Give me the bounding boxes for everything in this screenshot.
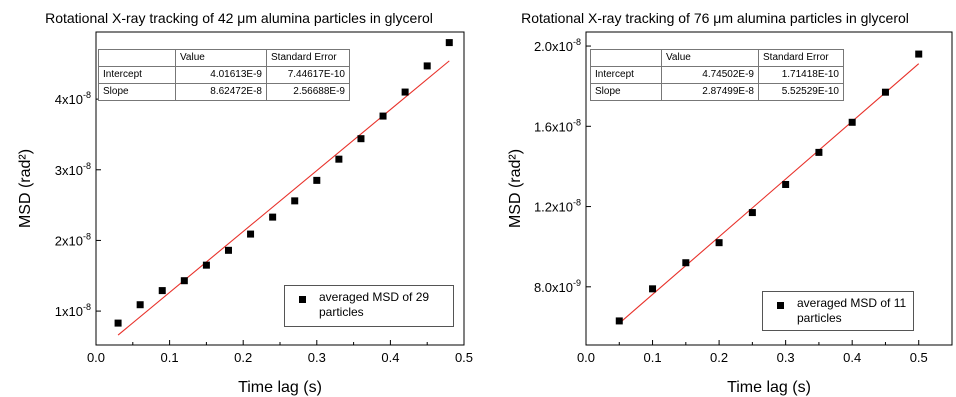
x-tick-label: 0.1 — [161, 350, 179, 365]
data-point — [202, 261, 210, 269]
data-point — [848, 118, 856, 126]
data-point — [748, 209, 756, 217]
y-axis-label: MSD (rad²) — [507, 149, 524, 228]
data-point — [682, 259, 690, 267]
data-point — [313, 176, 321, 184]
x-tick-label: 0.2 — [234, 350, 252, 365]
x-tick-label: 0.4 — [843, 350, 861, 365]
legend-label: averaged MSD of 29 particles — [319, 290, 430, 319]
y-tick-label: 4x10-8 — [55, 90, 91, 107]
x-tick-label: 0.4 — [381, 350, 399, 365]
y-tick-label: 2x10-8 — [55, 231, 91, 248]
scatter-plot-left: 0.0 0.1 0.2 0.3 0.4 0.5 1x10-8 2x10-8 3x10-8 4x10… — [17, 31, 473, 396]
data-point — [423, 62, 431, 70]
x-tick-label: 0.1 — [644, 350, 662, 365]
fit-table-value: 4.74502E-9 — [661, 66, 759, 84]
x-tick-label: 0.3 — [777, 350, 795, 365]
data-point — [715, 239, 723, 247]
plot-frame — [585, 31, 953, 346]
legend-marker-square — [777, 302, 784, 309]
fit-table-header-value: Value — [661, 49, 759, 67]
fit-table-row-intercept: Intercept 4.74502E-9 1.71418E-10 — [590, 66, 844, 84]
y-tick-label: 2.0x10-8 — [534, 37, 581, 54]
data-point — [247, 230, 255, 238]
fit-table-label: Intercept — [98, 66, 176, 84]
fit-table-stderr: 1.71418E-10 — [758, 66, 844, 84]
data-point — [224, 246, 232, 254]
fit-table-header-row: Value Standard Error — [98, 49, 350, 67]
fit-table-value: 2.87499E-8 — [661, 83, 759, 101]
x-tick-label: 0.3 — [308, 350, 326, 365]
x-axis-label: Time lag (s) — [238, 379, 322, 396]
data-point — [915, 50, 923, 58]
fit-table-label: Intercept — [590, 66, 662, 84]
x-tick-label: 0.0 — [577, 350, 595, 365]
chart-panel-left: Rotational X-ray tracking of 42 μm alumi… — [17, 10, 473, 396]
y-tick-label: 1.2x10-8 — [534, 198, 581, 215]
x-tick-label: 0.2 — [710, 350, 728, 365]
x-tick-label: 0.5 — [910, 350, 928, 365]
data-point — [335, 155, 343, 163]
y-tick-label: 8.0x10-9 — [534, 278, 581, 295]
fit-parameters-table: Value Standard Error Intercept 4.01613E-… — [98, 49, 350, 101]
x-tick-label: 0.0 — [87, 350, 105, 365]
fit-table-label: Slope — [590, 83, 662, 101]
chart-title: Rotational X-ray tracking of 76 μm alumi… — [521, 10, 909, 26]
fit-table-corner — [98, 49, 176, 67]
legend-marker-square — [299, 296, 306, 303]
data-point — [379, 112, 387, 120]
legend-label: averaged MSD of 11 particles — [797, 296, 907, 325]
fit-parameters-table: Value Standard Error Intercept 4.74502E-… — [590, 49, 844, 101]
fit-table-header-row: Value Standard Error — [590, 49, 844, 67]
x-axis-label: Time lag (s) — [727, 379, 811, 396]
linear-fit-line — [117, 60, 450, 336]
fit-table-corner — [590, 49, 662, 67]
fit-table-header-value: Value — [175, 49, 267, 67]
fit-table-header-stderr: Standard Error — [758, 49, 844, 67]
data-point — [782, 180, 790, 188]
chart-title: Rotational X-ray tracking of 42 μm alumi… — [45, 10, 433, 26]
chart-legend: averaged MSD of 11 particles — [762, 291, 914, 331]
data-point — [269, 213, 277, 221]
x-tick-label: 0.5 — [455, 350, 473, 365]
data-point — [180, 277, 188, 285]
fit-table-row-slope: Slope 2.87499E-8 5.52529E-10 — [590, 83, 844, 101]
fit-table-stderr: 7.44617E-10 — [266, 66, 350, 84]
chart-legend: averaged MSD of 29 particles — [284, 285, 454, 327]
data-point — [357, 135, 365, 143]
scatter-plot-right: 0.0 0.1 0.2 0.3 0.4 0.5 8.0x10-9 1.2x10-8 1.6x10… — [507, 31, 953, 396]
y-tick-label: 1x10-8 — [55, 302, 91, 319]
data-point — [445, 39, 453, 47]
fit-table-row-intercept: Intercept 4.01613E-9 7.44617E-10 — [98, 66, 350, 84]
data-point — [114, 319, 122, 327]
y-axis-label: MSD (rad²) — [17, 149, 34, 228]
y-tick-label: 3x10-8 — [55, 161, 91, 178]
fit-table-header-stderr: Standard Error — [266, 49, 350, 67]
data-point — [615, 317, 623, 325]
fit-table-value: 8.62472E-8 — [175, 83, 267, 101]
data-point — [136, 301, 144, 309]
data-point — [401, 88, 409, 96]
chart-panel-right: Rotational X-ray tracking of 76 μm alumi… — [478, 0, 956, 397]
linear-fit-line — [618, 63, 920, 324]
fit-table-stderr: 2.56688E-9 — [266, 83, 350, 101]
fit-table-stderr: 5.52529E-10 — [758, 83, 844, 101]
data-point — [649, 285, 657, 293]
fit-table-label: Slope — [98, 83, 176, 101]
data-point — [291, 197, 299, 205]
data-point — [158, 287, 166, 295]
fit-table-value: 4.01613E-9 — [175, 66, 267, 84]
y-tick-label: 1.6x10-8 — [534, 117, 581, 134]
fit-table-row-slope: Slope 8.62472E-8 2.56688E-9 — [98, 83, 350, 101]
data-point — [815, 148, 823, 156]
data-point — [881, 88, 889, 96]
